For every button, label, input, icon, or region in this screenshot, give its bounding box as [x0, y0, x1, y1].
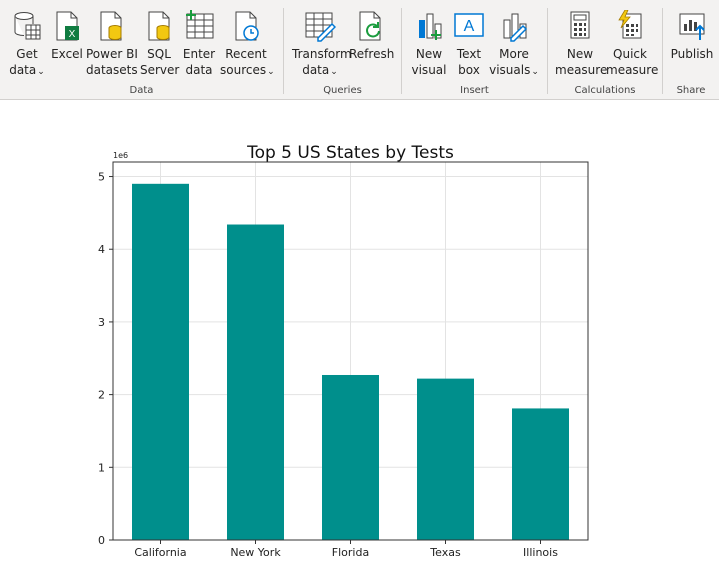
publish-button[interactable]: Publish — [669, 10, 715, 62]
new-measure-label-1: New — [566, 47, 594, 61]
powerbi-datasets-button[interactable]: Power BI datasets — [86, 10, 138, 78]
svg-text:A: A — [464, 18, 475, 35]
ribbon-separator — [283, 8, 284, 94]
bar-california — [132, 183, 189, 541]
quick-measure-icon — [606, 10, 654, 42]
bar-new-york — [227, 224, 284, 540]
refresh-label: Refresh — [349, 47, 395, 61]
transform-data-button[interactable]: Transform data⌄ — [292, 10, 352, 80]
new-measure-label-2: measure — [555, 63, 608, 77]
excel-button[interactable]: X Excel — [50, 10, 84, 62]
get-data-button[interactable]: Get data⌄ — [8, 10, 46, 80]
transform-icon — [292, 10, 348, 42]
bar-texas — [417, 378, 474, 540]
visual-icon — [410, 10, 448, 42]
quick-measure-button[interactable]: Quick measure — [606, 10, 659, 78]
y-tick-label: 4 — [98, 243, 105, 256]
quick-measure-label-1: Quick — [613, 47, 647, 61]
excel-label: Excel — [51, 47, 83, 61]
dataset-icon — [86, 10, 136, 42]
recent-sources-label-1: Recent — [225, 47, 267, 61]
recent-sources-button[interactable]: Recent sources⌄ — [220, 10, 275, 80]
publish-icon — [669, 10, 715, 42]
y-tick-label: 1 — [98, 461, 105, 474]
svg-text:X: X — [69, 29, 76, 40]
sql-server-label-1: SQL — [147, 47, 171, 61]
y-tick-label: 5 — [98, 171, 105, 184]
y-tick-label: 0 — [98, 534, 105, 547]
group-label-calculations: Calculations — [574, 85, 636, 96]
ribbon-separator — [662, 8, 663, 94]
ribbon-separator — [401, 8, 402, 94]
bar-florida — [322, 374, 379, 540]
ribbon-toolbar: Get data⌄ X Excel Power BI datasets SQL … — [0, 0, 719, 100]
bar-illinois — [512, 408, 569, 540]
group-label-share: Share — [676, 85, 706, 96]
group-label-queries: Queries — [323, 85, 362, 96]
y-tick-label: 2 — [98, 389, 105, 402]
powerbi-datasets-label-2: datasets — [86, 63, 138, 77]
refresh-button[interactable]: Refresh — [349, 10, 395, 62]
more-visuals-label-2: visuals — [489, 63, 531, 77]
publish-label: Publish — [670, 47, 714, 61]
more-visuals-label-1: More — [499, 47, 529, 61]
quick-measure-label-2: measure — [606, 63, 659, 77]
refresh-icon — [349, 10, 391, 42]
enter-data-label-2: data — [185, 63, 213, 77]
excel-icon: X — [50, 10, 84, 42]
text-box-label-2: box — [458, 63, 480, 77]
new-visual-label-2: visual — [411, 63, 447, 77]
powerbi-datasets-label-1: Power BI — [86, 47, 138, 61]
x-tick-label: Florida — [332, 546, 369, 559]
calculator-icon — [555, 10, 605, 42]
sql-server-button[interactable]: SQL Server — [140, 10, 180, 78]
new-measure-button[interactable]: New measure — [555, 10, 608, 78]
more-visuals-icon — [489, 10, 539, 42]
text-box-button[interactable]: A Text box — [451, 10, 487, 78]
chevron-down-icon: ⌄ — [531, 67, 539, 77]
new-visual-label-1: New — [415, 47, 443, 61]
y-tick-label: 3 — [98, 316, 105, 329]
x-tick-label: Texas — [429, 546, 461, 559]
recent-sources-label-2: sources — [220, 63, 267, 77]
y-scale-label: 1e6 — [113, 151, 128, 160]
x-tick-label: New York — [230, 546, 281, 559]
x-tick-label: Illinois — [523, 546, 558, 559]
textbox-icon: A — [451, 10, 487, 42]
get-data-label-2: data — [9, 63, 37, 77]
group-label-insert: Insert — [460, 85, 489, 96]
get-data-label-1: Get — [16, 47, 38, 61]
sql-server-label-2: Server — [140, 63, 180, 77]
clock-icon — [220, 10, 272, 42]
ribbon-separator — [547, 8, 548, 94]
transform-data-label-2: data — [302, 63, 330, 77]
transform-data-label-1: Transform — [292, 47, 352, 61]
chevron-down-icon: ⌄ — [330, 67, 338, 77]
bar-chart: 0 1 2 3 4 5 California New York Florida Texas Illi… — [98, 143, 589, 559]
table-icon — [181, 10, 217, 42]
enter-data-label-1: Enter — [182, 47, 216, 61]
more-visuals-button[interactable]: More visuals⌄ — [489, 10, 539, 80]
chart-title: Top 5 US States by Tests — [246, 143, 454, 163]
group-label-data: Data — [129, 85, 154, 96]
database-icon — [8, 10, 46, 42]
sql-icon — [140, 10, 178, 42]
x-tick-label: California — [134, 546, 186, 559]
chevron-down-icon: ⌄ — [267, 67, 275, 77]
new-visual-button[interactable]: New visual — [410, 10, 448, 78]
enter-data-button[interactable]: Enter data — [181, 10, 217, 78]
chevron-down-icon: ⌄ — [37, 67, 45, 77]
text-box-label-1: Text — [456, 47, 482, 61]
